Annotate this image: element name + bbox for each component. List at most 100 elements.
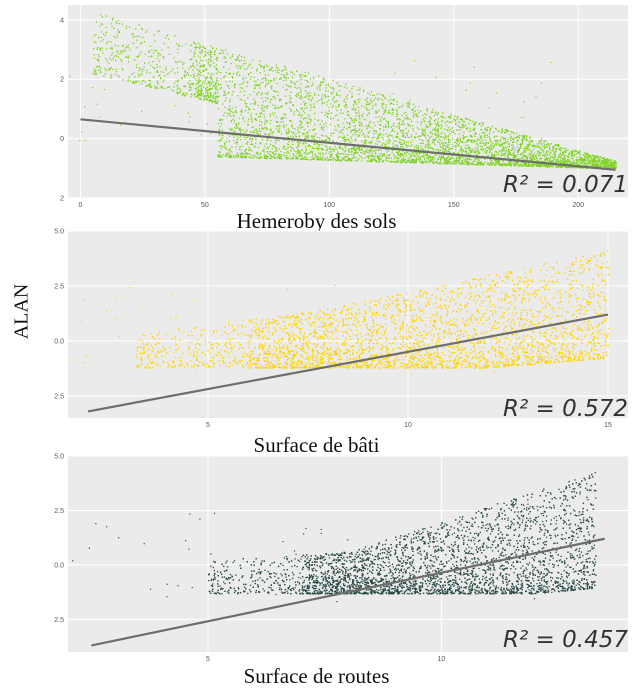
data-point <box>301 98 302 99</box>
data-point <box>439 155 440 156</box>
data-point <box>476 164 477 165</box>
data-point <box>221 145 222 146</box>
data-point <box>210 92 211 93</box>
data-point <box>293 148 294 149</box>
data-point <box>604 164 605 165</box>
data-point <box>440 159 441 160</box>
data-point <box>370 159 371 160</box>
data-point <box>217 92 218 93</box>
data-point <box>437 135 438 136</box>
data-point <box>555 154 556 155</box>
data-point <box>576 162 577 163</box>
data-point <box>238 122 239 123</box>
data-point <box>233 91 234 92</box>
data-point <box>473 161 474 162</box>
data-point <box>432 109 433 110</box>
data-point <box>135 28 136 29</box>
data-point <box>348 158 349 159</box>
data-point <box>215 84 216 85</box>
data-point <box>226 97 227 98</box>
data-point <box>343 149 344 150</box>
data-point <box>588 162 589 163</box>
data-point <box>590 157 591 158</box>
data-point <box>503 138 504 139</box>
data-point <box>529 155 530 156</box>
data-point <box>423 143 424 144</box>
data-point <box>411 109 412 110</box>
data-point <box>325 85 326 86</box>
data-point <box>369 131 370 132</box>
data-point <box>246 103 247 104</box>
data-point <box>173 57 174 58</box>
data-point <box>237 143 238 144</box>
data-point <box>402 139 403 140</box>
data-point <box>207 90 208 91</box>
data-point <box>329 138 330 139</box>
data-point <box>232 56 233 57</box>
data-point <box>194 51 195 52</box>
data-point <box>403 135 404 136</box>
data-point <box>578 163 579 164</box>
data-point <box>465 161 466 162</box>
data-point <box>268 80 269 81</box>
data-point <box>489 132 490 133</box>
data-point <box>407 133 408 134</box>
data-point <box>354 157 355 158</box>
data-point <box>366 107 367 108</box>
data-point <box>244 156 245 157</box>
data-point <box>273 80 274 81</box>
data-point <box>177 62 178 63</box>
data-point <box>412 160 413 161</box>
data-point <box>431 136 432 137</box>
data-point <box>117 35 118 36</box>
data-point <box>338 137 339 138</box>
data-point <box>126 57 127 58</box>
data-point <box>359 118 360 119</box>
data-point <box>334 129 335 130</box>
data-point <box>121 61 122 62</box>
data-point <box>180 92 181 93</box>
data-point <box>495 163 496 164</box>
data-point <box>436 125 437 126</box>
data-point <box>299 114 300 115</box>
data-point <box>268 83 269 84</box>
data-point <box>342 113 343 114</box>
data-point <box>411 162 412 163</box>
data-point <box>196 92 197 93</box>
data-point <box>236 126 237 127</box>
data-point <box>319 85 320 86</box>
data-point <box>297 88 298 89</box>
data-point <box>141 51 142 52</box>
data-point <box>466 164 467 165</box>
data-point <box>484 151 485 152</box>
data-point <box>295 135 296 136</box>
data-point <box>200 60 201 61</box>
data-point <box>543 152 544 153</box>
data-point <box>421 124 422 125</box>
data-point <box>298 95 299 96</box>
data-point <box>378 98 379 99</box>
data-point <box>563 161 564 162</box>
data-point <box>259 157 260 158</box>
data-point <box>376 131 377 132</box>
data-point <box>459 133 460 134</box>
data-point <box>235 157 236 158</box>
data-point <box>265 100 266 101</box>
data-point <box>207 87 208 88</box>
data-point <box>544 154 545 155</box>
data-point <box>425 138 426 139</box>
data-point <box>515 149 516 150</box>
data-point <box>262 151 263 152</box>
data-point <box>584 158 585 159</box>
data-point <box>240 99 241 100</box>
data-point <box>217 155 218 156</box>
data-point <box>343 101 344 102</box>
data-point <box>246 68 247 69</box>
data-point <box>496 139 497 140</box>
data-point <box>280 154 281 155</box>
data-point <box>370 155 371 156</box>
data-point <box>232 81 233 82</box>
data-point <box>428 159 429 160</box>
data-point <box>355 139 356 140</box>
data-point <box>495 140 496 141</box>
